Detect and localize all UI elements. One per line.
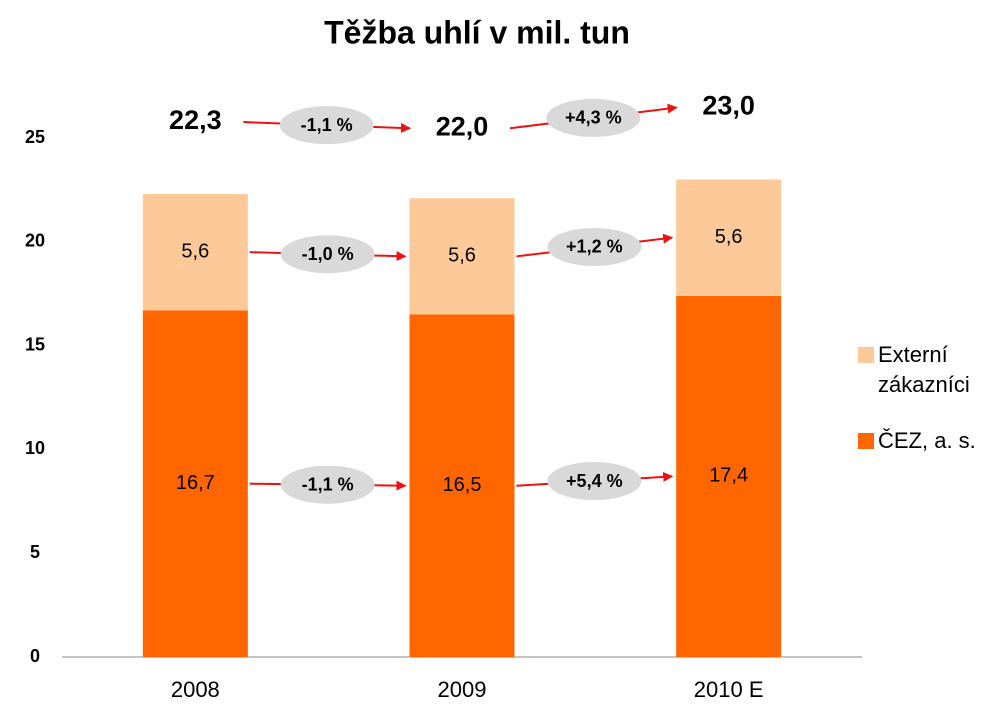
legend-item: ČEZ, a. s. xyxy=(858,426,998,456)
legend-swatch xyxy=(858,347,874,363)
legend: Externí zákazníci ČEZ, a. s. xyxy=(858,340,998,482)
change-badge xyxy=(280,465,375,504)
data-label: 16,7 xyxy=(176,472,215,494)
change-badge xyxy=(279,106,374,145)
y-tick-label: 0 xyxy=(30,646,40,666)
data-label: 5,6 xyxy=(715,226,743,248)
change-label: -1,1 % xyxy=(302,474,354,494)
change-label: +1,2 % xyxy=(566,237,623,257)
change-label: -1,0 % xyxy=(302,244,354,264)
change-label: +5,4 % xyxy=(566,471,623,491)
y-tick-label: 5 xyxy=(30,542,40,562)
bar-segment xyxy=(142,310,248,657)
data-label: 17,4 xyxy=(709,465,748,487)
data-label: 16,5 xyxy=(443,474,482,496)
data-label: 5,6 xyxy=(448,245,476,267)
x-tick-label: 2008 xyxy=(171,677,220,702)
legend-item: Externí zákazníci xyxy=(858,340,998,400)
bar-segment xyxy=(676,179,782,296)
change-badge xyxy=(547,227,642,266)
bar-segment xyxy=(142,194,248,311)
change-badge xyxy=(280,235,375,274)
bar-segment xyxy=(409,198,515,315)
x-tick-label: 2010 E xyxy=(694,677,764,702)
y-tick-label: 10 xyxy=(25,438,45,458)
bar-segment xyxy=(409,314,515,657)
y-tick-label: 20 xyxy=(25,231,45,251)
chart-title: Těžba uhlí v mil. tun xyxy=(324,14,630,50)
total-label: 22,3 xyxy=(169,105,222,135)
change-badge xyxy=(546,98,641,137)
x-tick-label: 2009 xyxy=(438,677,487,702)
legend-label: Externí zákazníci xyxy=(878,342,970,397)
legend-swatch xyxy=(858,433,874,449)
y-tick-label: 25 xyxy=(25,127,45,147)
legend-label: ČEZ, a. s. xyxy=(878,428,976,453)
change-label: +4,3 % xyxy=(565,108,622,128)
change-badge xyxy=(547,462,642,501)
bar-segment xyxy=(676,295,782,657)
y-tick-label: 15 xyxy=(25,334,45,354)
total-label: 22,0 xyxy=(436,111,489,141)
data-label: 5,6 xyxy=(181,240,209,262)
total-label: 23,0 xyxy=(702,91,755,121)
change-label: -1,1 % xyxy=(301,115,353,135)
